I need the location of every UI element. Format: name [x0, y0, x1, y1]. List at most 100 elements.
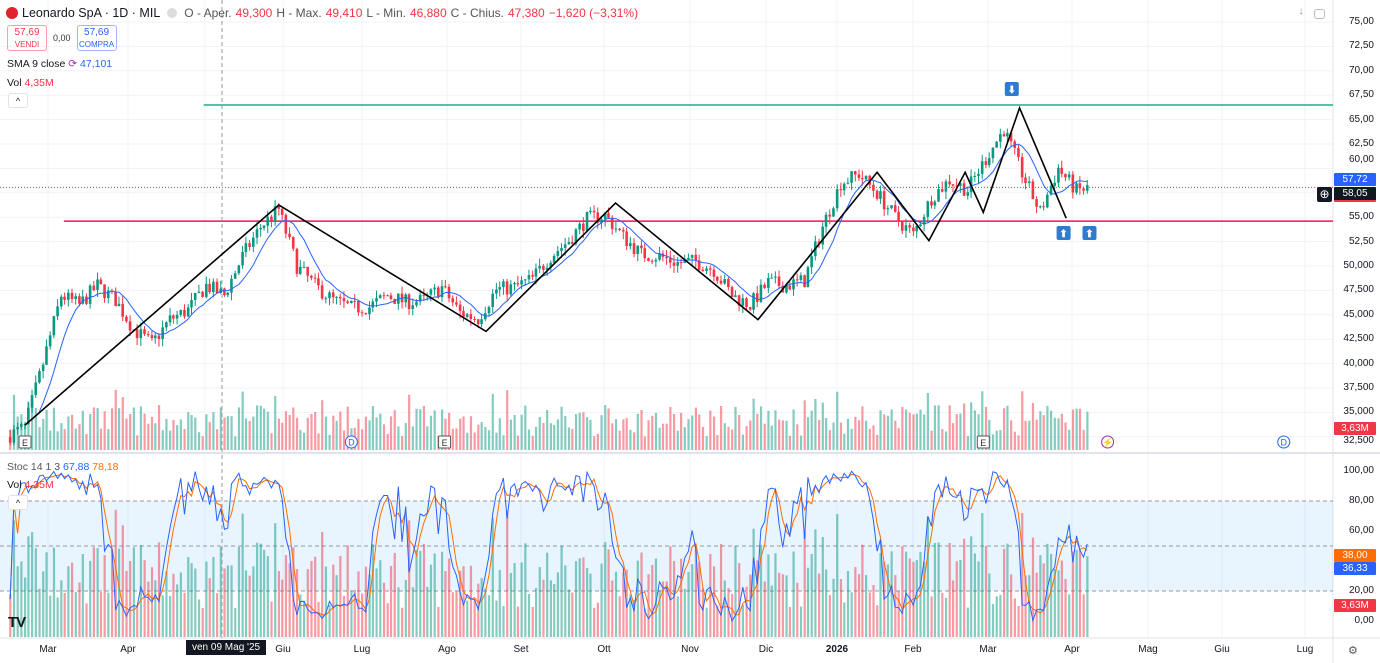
volume-bar-stoch-pane	[937, 542, 940, 637]
volume-bar-stoch-pane	[622, 572, 625, 637]
candle-body	[66, 292, 70, 300]
candle	[715, 275, 719, 284]
candle	[995, 140, 998, 148]
volume-bar	[1003, 408, 1006, 450]
fullscreen-icon[interactable]	[1314, 9, 1325, 19]
candle-body	[495, 289, 498, 294]
candle	[346, 300, 349, 304]
volume-bar-stoch-pane	[654, 558, 658, 637]
candle	[226, 292, 230, 298]
candle-body	[940, 189, 944, 192]
volume-bar	[687, 419, 690, 450]
settings-gear-icon[interactable]: ⚙	[1348, 645, 1358, 657]
candle-body	[186, 307, 190, 317]
volume-bar	[401, 436, 404, 450]
collapse-legend-button-2[interactable]: ^	[8, 495, 28, 510]
candle	[1042, 201, 1045, 211]
volume-bar-stoch-pane	[734, 545, 737, 637]
stoch-legend[interactable]: Stoc 14 1 3 67,88 78,18	[7, 461, 119, 473]
tradingview-logo[interactable]: TV	[8, 614, 26, 631]
candle-body	[748, 307, 752, 310]
buy-button[interactable]: 57,69 COMPRA	[76, 25, 117, 51]
candle	[429, 288, 433, 302]
volume-bar	[513, 414, 516, 450]
candle	[338, 293, 342, 306]
volume-bar-stoch-pane	[74, 591, 77, 637]
candle	[302, 261, 306, 269]
sma-legend[interactable]: SMA 9 close ⟳ 47,101	[7, 58, 112, 70]
volume-bar-stoch-pane	[78, 582, 81, 637]
volume-bar-stoch-pane	[604, 542, 607, 637]
volume-bar	[259, 405, 262, 450]
volume-bar	[749, 420, 752, 450]
candle	[371, 298, 375, 313]
candle-body	[1020, 157, 1024, 178]
volume-bar	[546, 410, 549, 450]
marker-circle	[1101, 435, 1115, 449]
candle-body	[984, 161, 988, 165]
volume-bar	[836, 391, 839, 450]
volume-bar	[1010, 420, 1013, 450]
volume-bar-stoch-pane	[491, 518, 494, 637]
volume-bar	[169, 430, 172, 450]
price-axis-label: 47,500	[1343, 284, 1374, 296]
volume-bar	[589, 420, 592, 450]
volume-bar-stoch-pane	[991, 604, 995, 637]
candle-body	[966, 192, 970, 196]
candle-body	[534, 268, 538, 277]
volume-bar-stoch-pane	[1013, 598, 1016, 637]
volume-bar	[480, 422, 483, 450]
candle	[752, 292, 755, 314]
time-axis-label: Set	[513, 644, 529, 655]
volume-bar	[459, 418, 462, 450]
volume-bar-stoch-pane	[821, 537, 824, 637]
candle	[1085, 179, 1089, 194]
candle-body	[621, 229, 625, 232]
volume-legend-2[interactable]: Vol 4,35M	[7, 479, 54, 491]
candle	[473, 316, 476, 323]
volume-bar	[991, 434, 995, 450]
candle-body	[183, 309, 186, 317]
zigzag-pattern-line	[24, 105, 1067, 426]
download-icon[interactable]: ↓	[1298, 6, 1304, 17]
volume-bar-stoch-pane	[386, 603, 389, 637]
candle-body	[487, 307, 491, 314]
volume-bar	[553, 424, 556, 450]
candle-body	[915, 225, 918, 232]
candle-body	[277, 206, 281, 209]
volume-bar-stoch-pane	[299, 594, 302, 637]
candle-body	[125, 316, 128, 322]
price-last-tag: 58,05	[1334, 187, 1376, 202]
volume-bar	[872, 425, 875, 450]
candle	[251, 231, 255, 253]
volume-bar	[332, 415, 335, 450]
collapse-legend-button[interactable]: ^	[8, 93, 28, 108]
volume-bar	[96, 407, 99, 450]
candle-body	[20, 424, 23, 427]
candle	[770, 273, 773, 279]
high-label: H - Max.	[276, 6, 322, 20]
volume-bar	[237, 407, 241, 450]
add-alert-plus-icon[interactable]: ⊕	[1317, 187, 1332, 202]
volume-bar	[67, 416, 70, 450]
volume-bar-stoch-pane	[129, 561, 132, 637]
volume-bar-stoch-pane	[553, 583, 556, 637]
volume-bar	[255, 405, 259, 450]
candle-body	[96, 279, 99, 291]
sell-button[interactable]: 57,69 VENDI	[7, 25, 47, 51]
candle-body	[926, 201, 930, 217]
volume-bar	[487, 430, 491, 450]
volume-legend[interactable]: Vol 4,35M	[7, 77, 54, 89]
volume-bar	[694, 407, 698, 450]
volume-bar	[846, 418, 850, 450]
volume-bar	[854, 416, 857, 450]
volume-bar-stoch-pane	[426, 586, 429, 637]
candle	[298, 259, 302, 276]
volume-bar	[121, 397, 124, 450]
symbol-title[interactable]: Leonardo SpA · 1D · MIL	[22, 6, 161, 20]
candle	[832, 206, 835, 217]
price-axis-label: 45,000	[1343, 308, 1374, 320]
candle	[882, 186, 886, 217]
stoch-d-last-tag: 38,00	[1334, 549, 1376, 562]
